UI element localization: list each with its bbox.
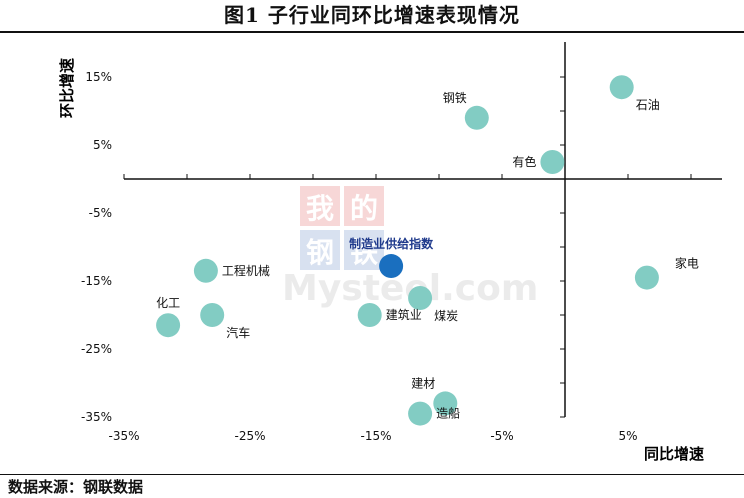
data-point: [540, 150, 565, 174]
scatter-chart: 我 的 钢 铁 Mysteel.com -35% -25% -15% -5% 5% 15%…: [58, 42, 722, 463]
chart-title-bar: 图1 子行业同环比增速表现情况: [0, 0, 744, 30]
y-tick-label: -35%: [81, 410, 112, 424]
data-label: 煤炭: [434, 309, 458, 323]
data-label: 石油: [636, 98, 660, 112]
data-label: 汽车: [226, 325, 250, 340]
data-label: 有色: [512, 155, 536, 169]
x-tick-label: -25%: [234, 429, 265, 443]
data-label: 工程机械: [222, 263, 270, 278]
data-point: [634, 265, 659, 290]
tick-labels: -35% -25% -15% -5% 5% 15% 5% -5% -15% -25% -35%: [81, 70, 638, 443]
y-axis-label: 环比增速: [58, 58, 76, 118]
title-divider: [0, 31, 744, 33]
watermark-char-2: 的: [350, 192, 378, 225]
highlight-point: [379, 254, 404, 279]
data-point: [193, 258, 218, 283]
footer-divider: [0, 474, 744, 475]
data-label: 钢铁: [443, 91, 467, 105]
axes: [123, 42, 722, 418]
data-points: [156, 75, 659, 426]
watermark-char-4: 铁: [350, 236, 378, 269]
chart-title: 图1 子行业同环比增速表现情况: [224, 3, 520, 27]
x-tick-label: 5%: [618, 429, 637, 443]
x-tick-label: -15%: [360, 429, 391, 443]
data-point: [609, 75, 634, 100]
data-point: [156, 313, 181, 338]
watermark-char-3: 钢: [306, 236, 334, 269]
data-label: 家电: [675, 256, 699, 271]
data-label: 制造业供给指数: [349, 236, 434, 251]
y-tick-label: -25%: [81, 342, 112, 356]
data-point: [200, 303, 225, 327]
data-point: [464, 105, 489, 130]
data-point: [357, 303, 382, 327]
data-point: [408, 401, 433, 426]
data-point: [408, 286, 433, 310]
data-source: 数据来源：钢联数据: [8, 478, 144, 496]
watermark-char-1: 我: [306, 192, 334, 225]
y-tick-label: -15%: [81, 274, 112, 288]
y-tick-label: 15%: [85, 70, 112, 84]
x-tick-label: -35%: [108, 429, 139, 443]
data-label: 建材: [411, 376, 435, 390]
x-tick-label: -5%: [490, 429, 513, 443]
data-label: 造船: [436, 407, 460, 421]
watermark: 我 的 钢 铁 Mysteel.com: [282, 186, 538, 309]
data-point: [433, 391, 458, 416]
data-label: 化工: [156, 296, 180, 310]
data-label: 建筑业: [386, 307, 422, 322]
y-tick-label: 5%: [93, 138, 112, 152]
y-tick-label: -5%: [89, 206, 112, 220]
x-axis-label: 同比增速: [644, 445, 704, 463]
